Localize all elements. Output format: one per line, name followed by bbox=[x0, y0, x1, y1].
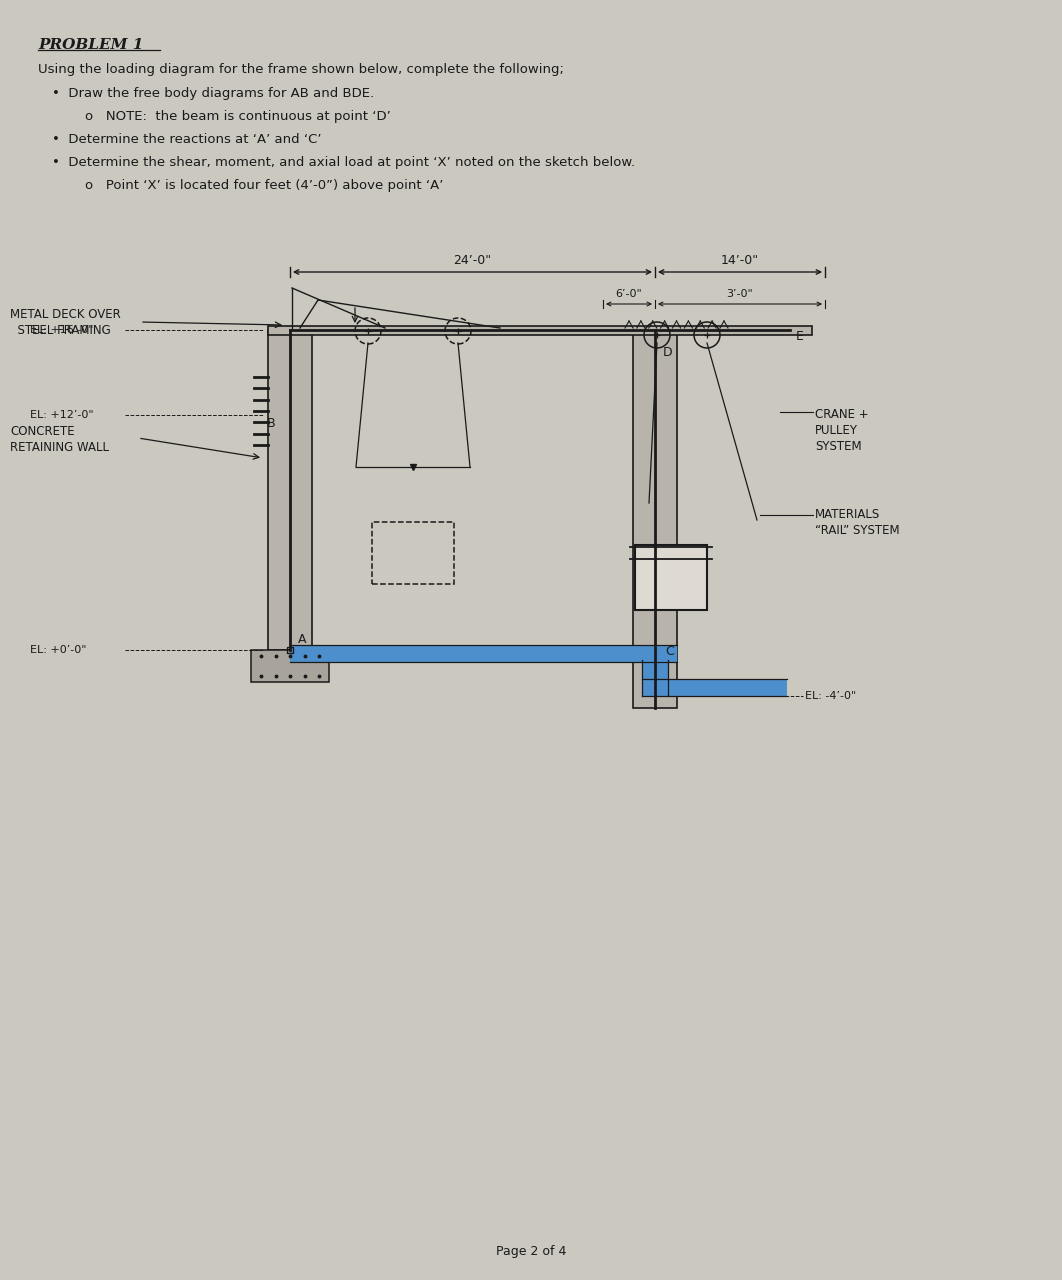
Text: •  Draw the free body diagrams for AB and BDE.: • Draw the free body diagrams for AB and… bbox=[52, 87, 374, 100]
Text: •  Determine the reactions at ‘A’ and ‘C’: • Determine the reactions at ‘A’ and ‘C’ bbox=[52, 133, 322, 146]
Text: Page 2 of 4: Page 2 of 4 bbox=[496, 1245, 566, 1258]
Text: 24’-0": 24’-0" bbox=[453, 253, 492, 268]
Text: METAL DECK OVER
  STEEL FRAMING: METAL DECK OVER STEEL FRAMING bbox=[10, 308, 121, 337]
Text: MATERIALS
“RAIL” SYSTEM: MATERIALS “RAIL” SYSTEM bbox=[815, 508, 900, 538]
Text: 3’-0": 3’-0" bbox=[726, 289, 753, 300]
Text: EL: +0’-0": EL: +0’-0" bbox=[30, 645, 86, 655]
Text: Using the loading diagram for the frame shown below, complete the following;: Using the loading diagram for the frame … bbox=[38, 63, 564, 76]
Text: •  Determine the shear, moment, and axial load at point ‘X’ noted on the sketch : • Determine the shear, moment, and axial… bbox=[52, 156, 635, 169]
Text: EL: -4’-0": EL: -4’-0" bbox=[805, 691, 856, 701]
Text: D: D bbox=[663, 346, 672, 358]
Bar bbox=[372, 522, 453, 584]
Text: 14’-0": 14’-0" bbox=[721, 253, 759, 268]
Text: EL: +16’-0": EL: +16’-0" bbox=[30, 325, 93, 335]
Bar bbox=[268, 330, 312, 650]
Text: 6’-0": 6’-0" bbox=[616, 289, 643, 300]
Text: o   NOTE:  the beam is continuous at point ‘D’: o NOTE: the beam is continuous at point … bbox=[85, 110, 391, 123]
Bar bbox=[633, 330, 676, 708]
Bar bbox=[290, 645, 676, 662]
Bar bbox=[268, 325, 812, 334]
Text: C: C bbox=[665, 645, 673, 658]
Bar bbox=[635, 545, 707, 611]
Text: EL: +12’-0": EL: +12’-0" bbox=[30, 410, 93, 420]
Bar bbox=[643, 678, 787, 696]
Text: B: B bbox=[267, 417, 275, 430]
Text: PROBLEM 1: PROBLEM 1 bbox=[38, 38, 143, 52]
Text: E: E bbox=[796, 329, 804, 343]
Text: CRANE +
PULLEY
SYSTEM: CRANE + PULLEY SYSTEM bbox=[815, 408, 869, 453]
Text: CONCRETE
RETAINING WALL: CONCRETE RETAINING WALL bbox=[10, 425, 109, 454]
Text: o   Point ‘X’ is located four feet (4’-0”) above point ‘A’: o Point ‘X’ is located four feet (4’-0”)… bbox=[85, 179, 443, 192]
Bar bbox=[643, 650, 668, 696]
Bar bbox=[251, 650, 329, 682]
Text: A: A bbox=[298, 634, 307, 646]
